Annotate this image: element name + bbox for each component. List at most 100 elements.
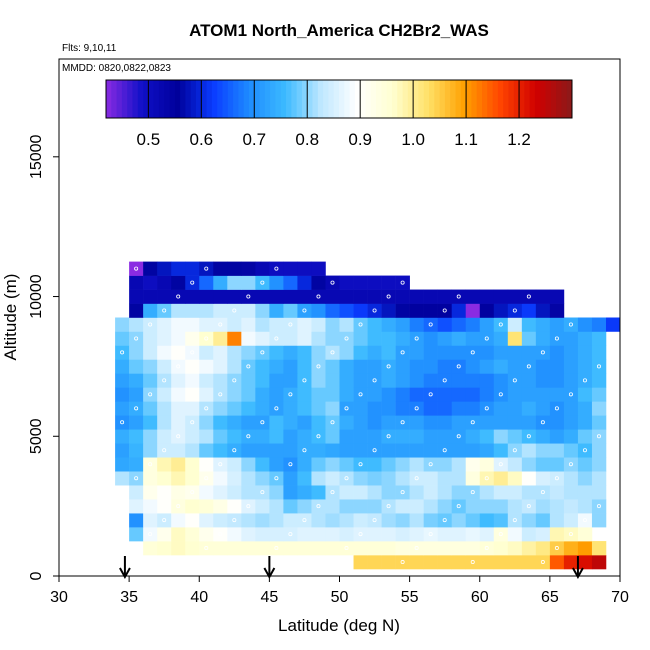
heatmap-cell: [563, 331, 579, 346]
sample-point: [470, 560, 475, 565]
heatmap-cell: [465, 317, 481, 332]
heatmap-cell: [227, 261, 242, 276]
colorbar-segment: [190, 80, 197, 118]
colorbar-segment: [481, 80, 488, 118]
heatmap-cell: [339, 541, 354, 556]
heatmap-cell: [549, 387, 565, 402]
heatmap-cell: [297, 387, 312, 402]
heatmap-cell: [339, 429, 354, 444]
heatmap-cell: [157, 415, 172, 430]
heatmap-cell: [549, 303, 565, 318]
heatmap-cell: [451, 541, 467, 556]
heatmap-cell: [409, 373, 424, 388]
heatmap-cell: [227, 373, 242, 388]
heatmap-cell: [493, 555, 509, 570]
heatmap-cell: [325, 527, 340, 542]
heatmap-cell: [339, 471, 354, 486]
sample-point: [596, 364, 601, 369]
heatmap-cell: [227, 289, 242, 304]
heatmap-cell: [199, 429, 214, 444]
heatmap-cell: [465, 373, 481, 388]
heatmap-cell: [325, 499, 340, 514]
sample-point: [274, 476, 279, 481]
heatmap-cell: [199, 513, 214, 528]
heatmap-cell: [395, 471, 410, 486]
heatmap-cell: [115, 373, 130, 388]
heatmap-cell: [409, 331, 424, 346]
profile-arrow-head: [263, 567, 276, 580]
heatmap-cell: [129, 303, 144, 318]
heatmap-cell: [283, 401, 298, 416]
heatmap-cell: [269, 499, 284, 514]
sample-point: [204, 336, 209, 341]
colorbar-segment: [227, 80, 234, 118]
heatmap-cell: [143, 303, 158, 318]
heatmap-cell: [395, 345, 410, 360]
sample-point: [358, 532, 363, 537]
heatmap-cell: [507, 471, 523, 486]
heatmap-cell: [465, 555, 481, 570]
heatmap-cell: [227, 359, 242, 374]
colorbar-segment: [132, 80, 139, 118]
heatmap-cell: [213, 499, 228, 514]
heatmap-cell: [325, 275, 340, 290]
heatmap-cell: [381, 471, 396, 486]
colorbar-segment: [339, 80, 345, 118]
heatmap-cell: [339, 387, 354, 402]
colorbar-segment: [354, 80, 361, 118]
heatmap-cell: [325, 289, 340, 304]
colorbar-segment: [460, 80, 467, 118]
sample-point: [274, 336, 279, 341]
sample-point: [442, 308, 447, 313]
x-tick-label: 40: [190, 589, 208, 606]
heatmap-cell: [311, 387, 326, 402]
heatmap-cell: [283, 387, 298, 402]
chart-title: ATOM1 North_America CH2Br2_WAS: [189, 21, 489, 40]
sample-point: [568, 322, 573, 327]
heatmap-cell: [353, 345, 368, 360]
heatmap-cell: [283, 359, 298, 374]
heatmap-cell: [549, 541, 565, 556]
heatmap-cell: [255, 513, 270, 528]
colorbar-segment: [561, 80, 568, 118]
heatmap-cell: [311, 261, 326, 276]
sample-point: [400, 350, 405, 355]
heatmap-cell: [577, 317, 593, 332]
heatmap-cell: [577, 499, 593, 514]
heatmap-cell: [227, 275, 242, 290]
heatmap-cell: [423, 443, 438, 458]
heatmap-cell: [549, 345, 565, 360]
heatmap-cell: [129, 275, 144, 290]
sample-point: [526, 504, 531, 509]
heatmap-cell: [591, 513, 607, 528]
colorbar-segment: [121, 80, 128, 118]
heatmap-cell: [143, 527, 158, 542]
heatmap-cell: [423, 471, 438, 486]
heatmap-cell: [521, 331, 537, 346]
heatmap-cell: [409, 555, 424, 570]
sample-point: [596, 504, 601, 509]
heatmap-cell: [521, 457, 537, 472]
heatmap-cell: [339, 275, 354, 290]
heatmap-cell: [115, 471, 130, 486]
heatmap-cell: [227, 471, 242, 486]
heatmap-cell: [423, 345, 438, 360]
heatmap-cell: [129, 457, 144, 472]
heatmap-cell: [325, 303, 340, 318]
heatmap-cell: [353, 471, 368, 486]
heatmap-cell: [199, 331, 214, 346]
sample-point: [246, 294, 251, 299]
heatmap-cell: [507, 359, 523, 374]
heatmap-cell: [213, 317, 228, 332]
heatmap-cell: [213, 415, 228, 430]
heatmap-cell: [479, 513, 495, 528]
heatmap-cell: [535, 541, 551, 556]
heatmap-cell: [311, 443, 326, 458]
heatmap-cell: [129, 443, 144, 458]
sample-point: [218, 532, 223, 537]
heatmap-cell: [409, 443, 424, 458]
heatmap-cell: [185, 527, 200, 542]
heatmap-cell: [563, 387, 579, 402]
sample-point: [498, 392, 503, 397]
heatmap-cell: [521, 359, 537, 374]
